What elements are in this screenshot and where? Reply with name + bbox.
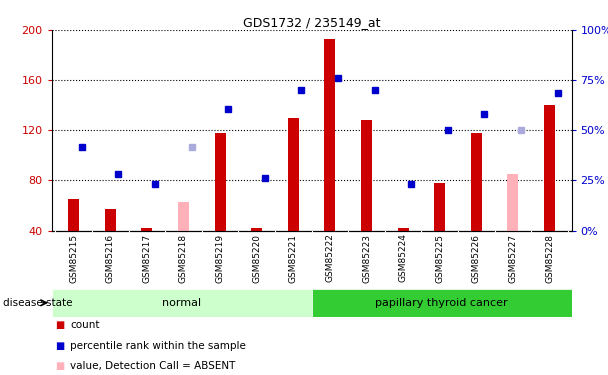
Text: GSM85218: GSM85218 bbox=[179, 234, 188, 283]
Text: disease state: disease state bbox=[3, 298, 72, 308]
Bar bbox=[361, 120, 372, 231]
Bar bbox=[142, 228, 153, 231]
Text: ■: ■ bbox=[55, 320, 64, 330]
Bar bbox=[52, 289, 311, 317]
Bar bbox=[288, 118, 299, 231]
Bar bbox=[251, 228, 262, 231]
Text: value, Detection Call = ABSENT: value, Detection Call = ABSENT bbox=[70, 362, 235, 371]
Text: ■: ■ bbox=[55, 341, 64, 351]
Text: GSM85225: GSM85225 bbox=[435, 234, 444, 282]
Bar bbox=[215, 133, 226, 231]
Text: GSM85224: GSM85224 bbox=[399, 234, 407, 282]
Text: GSM85216: GSM85216 bbox=[106, 234, 115, 283]
Text: GSM85223: GSM85223 bbox=[362, 234, 371, 282]
Bar bbox=[398, 228, 409, 231]
Bar bbox=[434, 183, 445, 231]
Bar bbox=[178, 202, 189, 231]
Bar bbox=[325, 39, 336, 231]
Text: normal: normal bbox=[162, 298, 201, 308]
Bar bbox=[508, 174, 519, 231]
Text: GSM85215: GSM85215 bbox=[69, 234, 78, 283]
Text: GSM85228: GSM85228 bbox=[545, 234, 554, 282]
Bar bbox=[544, 105, 555, 231]
Bar bbox=[68, 199, 79, 231]
Title: GDS1732 / 235149_at: GDS1732 / 235149_at bbox=[243, 16, 381, 29]
Bar bbox=[311, 289, 572, 317]
Text: GSM85226: GSM85226 bbox=[472, 234, 481, 282]
Text: ■: ■ bbox=[55, 362, 64, 371]
Text: GSM85222: GSM85222 bbox=[325, 234, 334, 282]
Text: count: count bbox=[70, 320, 100, 330]
Text: percentile rank within the sample: percentile rank within the sample bbox=[70, 341, 246, 351]
Text: papillary thyroid cancer: papillary thyroid cancer bbox=[375, 298, 508, 308]
Bar bbox=[105, 209, 116, 231]
Text: GSM85219: GSM85219 bbox=[216, 234, 224, 283]
Text: GSM85220: GSM85220 bbox=[252, 234, 261, 282]
Bar bbox=[471, 133, 482, 231]
Text: GSM85227: GSM85227 bbox=[508, 234, 517, 282]
Text: GSM85217: GSM85217 bbox=[142, 234, 151, 283]
Text: GSM85221: GSM85221 bbox=[289, 234, 298, 282]
